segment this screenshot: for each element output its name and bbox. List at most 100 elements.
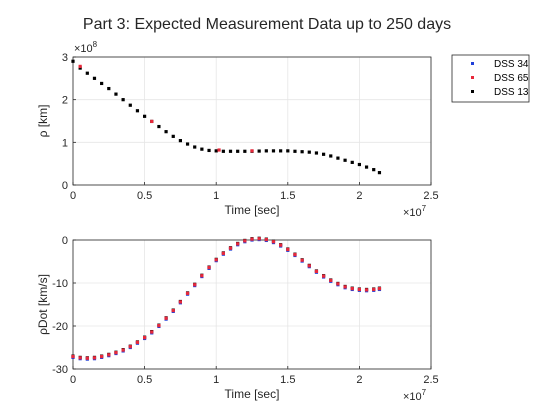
point-dss13 <box>85 71 89 75</box>
y-tick-label: 3 <box>62 52 68 64</box>
y-axis-label: ρDot [km/s] <box>36 274 50 335</box>
point-dss13 <box>100 81 104 86</box>
point-dss13 <box>314 151 319 155</box>
point-dss13 <box>107 86 111 91</box>
x-exponent-label: ×107 <box>403 388 427 403</box>
point-dss65 <box>78 64 82 68</box>
point-dss65 <box>217 148 221 152</box>
point-dss65 <box>322 274 326 278</box>
legend-label-dss34: DSS 34 <box>494 59 529 70</box>
y-tick-label: 0 <box>62 180 68 192</box>
point-dss13 <box>293 149 297 153</box>
y-tick-label: -10 <box>52 278 68 290</box>
y-axis-label: ρ [km] <box>36 105 50 138</box>
x-tick-label: 2 <box>356 190 362 202</box>
point-dss65 <box>200 274 204 278</box>
point-dss65 <box>264 237 268 242</box>
point-dss13 <box>207 148 211 153</box>
point-dss65 <box>286 247 290 252</box>
point-dss65 <box>193 283 197 287</box>
point-dss65 <box>128 345 132 349</box>
point-dss65 <box>114 351 118 355</box>
point-dss13 <box>178 139 182 143</box>
point-dss65 <box>236 242 240 246</box>
x-tick-label: 1 <box>213 374 219 386</box>
point-dss13 <box>221 149 225 153</box>
point-dss13 <box>279 149 283 153</box>
x-tick-label: 1.5 <box>280 374 295 386</box>
point-dss65 <box>350 286 354 291</box>
point-dss65 <box>121 348 125 352</box>
point-dss13 <box>228 149 233 153</box>
x-axis-label: Time [sec] <box>225 203 280 217</box>
point-dss65 <box>343 285 347 289</box>
point-dss13 <box>336 156 340 160</box>
point-dss13 <box>200 147 204 151</box>
point-dss65 <box>143 336 147 340</box>
point-dss65 <box>271 240 276 244</box>
point-dss13 <box>135 109 140 113</box>
point-dss65 <box>164 316 168 320</box>
point-dss13 <box>300 150 304 154</box>
x-tick-label: 0 <box>70 190 76 202</box>
point-dss13 <box>114 92 118 96</box>
point-dss65 <box>228 246 233 250</box>
point-dss65 <box>279 243 283 247</box>
legend-marker-dss13 <box>471 90 474 93</box>
point-dss65 <box>364 288 369 292</box>
point-dss13 <box>350 160 354 164</box>
point-dss13 <box>357 162 361 167</box>
point-dss65 <box>250 149 254 153</box>
point-dss13 <box>171 134 175 138</box>
y-tick-label: 0 <box>62 235 68 247</box>
point-dss65 <box>185 291 190 295</box>
point-dss65 <box>250 237 254 241</box>
point-dss13 <box>372 168 376 172</box>
legend-label-dss65: DSS 65 <box>494 73 529 84</box>
point-dss65 <box>293 253 297 257</box>
legend: DSS 34 DSS 65 DSS 13 <box>451 54 530 103</box>
point-dss65 <box>107 353 111 357</box>
point-dss13 <box>322 152 326 156</box>
point-dss13 <box>143 114 147 118</box>
y-tick-label: 1 <box>62 137 68 149</box>
x-tick-label: 0.5 <box>137 190 152 202</box>
point-dss13 <box>364 165 369 169</box>
point-dss65 <box>85 356 89 360</box>
point-dss65 <box>357 287 361 292</box>
point-dss13 <box>257 149 261 153</box>
point-dss13 <box>329 154 333 158</box>
figure-title: Part 3: Expected Measurement Data up to … <box>83 16 451 33</box>
point-dss13 <box>164 130 168 134</box>
point-dss65 <box>329 278 333 283</box>
point-dss65 <box>377 286 382 291</box>
point-dss13 <box>121 98 125 102</box>
x-tick-label: 2.5 <box>423 190 438 202</box>
x-exponent-label: ×107 <box>403 204 427 219</box>
axes-box <box>72 56 432 186</box>
legend-marker-dss65 <box>471 76 474 79</box>
point-dss13 <box>214 149 218 153</box>
x-tick-label: 2.5 <box>423 374 438 386</box>
point-dss65 <box>78 356 82 360</box>
point-dss65 <box>178 300 182 304</box>
x-tick-label: 1 <box>213 190 219 202</box>
point-dss65 <box>150 119 154 124</box>
point-dss65 <box>336 282 340 286</box>
legend-marker-dss34 <box>471 62 474 65</box>
point-dss13 <box>185 142 190 146</box>
y-tick-label: 2 <box>62 95 68 107</box>
point-dss65 <box>314 269 319 273</box>
point-dss13 <box>286 149 290 153</box>
point-dss65 <box>100 354 104 359</box>
point-dss13 <box>193 145 197 149</box>
rhodot-axes: 0 0.5 1 1.5 2 2.5 -30 -20 -10 0 Time [sec] ρDot [km… <box>36 235 439 403</box>
plot-area <box>73 240 431 369</box>
point-dss65 <box>171 308 175 313</box>
point-dss65 <box>307 264 311 268</box>
point-dss13 <box>157 124 161 129</box>
point-dss65 <box>71 354 75 359</box>
point-dss13 <box>71 59 75 63</box>
point-dss13 <box>343 158 347 162</box>
